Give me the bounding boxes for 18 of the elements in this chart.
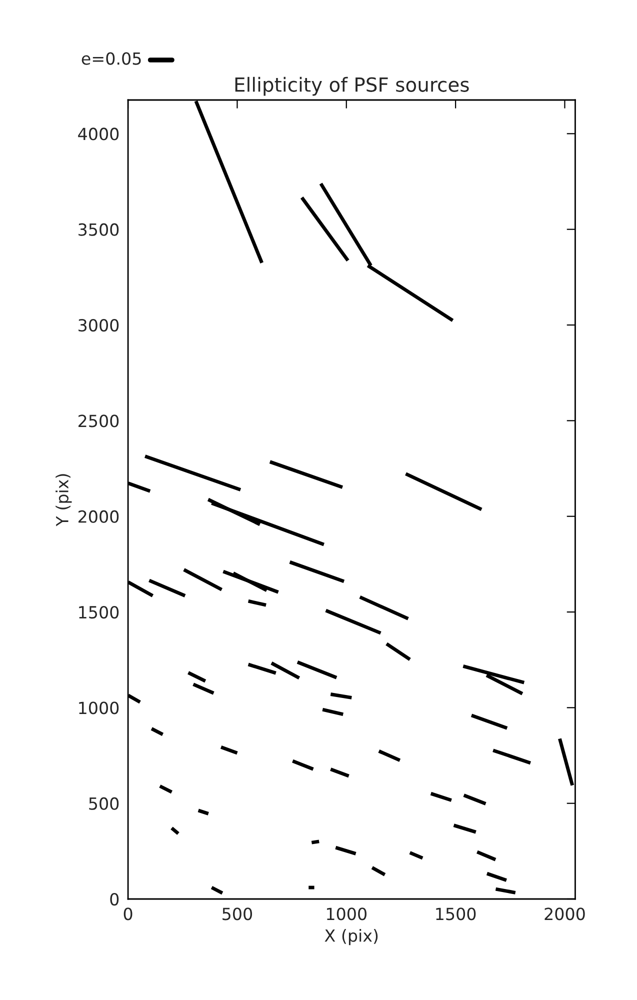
x-tick-label: 500 <box>222 908 252 920</box>
y-tick-label: 1500 <box>79 606 119 619</box>
y-tick-label: 0 <box>110 892 119 906</box>
x-tick-label: 1000 <box>327 908 366 920</box>
y-tick-label: 3500 <box>78 223 119 236</box>
y-axis-title: Y (pix) <box>56 474 72 526</box>
y-tick-label: 3000 <box>78 318 119 332</box>
y-tick-label: 2000 <box>78 510 119 523</box>
x-tick-label: 1500 <box>436 908 476 920</box>
y-tick-label: 4000 <box>78 128 119 140</box>
y-tick-label: 1000 <box>79 702 119 714</box>
text: e=0.05 <box>82 52 141 65</box>
x-axis-title: X (pix) <box>324 929 378 946</box>
y-tick-label: 2500 <box>78 414 119 428</box>
x-tick-label: 0 <box>124 908 132 920</box>
y-tick-label: 500 <box>89 797 119 810</box>
x-tick-label: 2000 <box>544 908 585 920</box>
chart-title: Ellipticity of PSF sources <box>235 76 469 96</box>
